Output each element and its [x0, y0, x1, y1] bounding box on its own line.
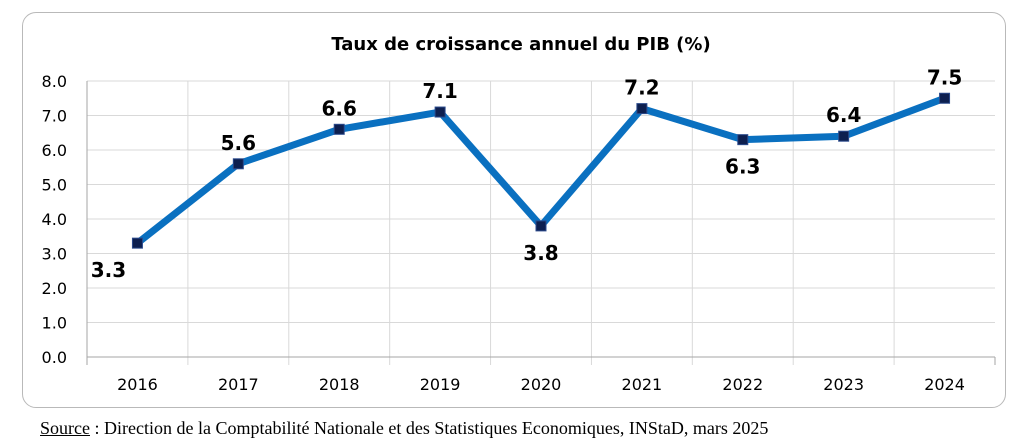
- data-marker-2020: [535, 220, 547, 232]
- chart-frame: [22, 12, 1006, 408]
- chart-title: Taux de croissance annuel du PIB (%): [331, 34, 710, 55]
- x-tick-label-2019: 2019: [420, 375, 461, 394]
- y-tick-label-8.0: 8.0: [42, 72, 67, 91]
- y-tick-label-3.0: 3.0: [42, 245, 67, 264]
- data-labels: 3.3 5.6 6.6 7.1 3.8 7.2 6.3 6.4 7.5: [91, 65, 963, 282]
- data-marker-2021: [636, 103, 648, 115]
- y-tick-label-7.0: 7.0: [42, 107, 67, 126]
- data-marker-2023: [838, 130, 850, 142]
- source-text: Direction de la Comptabilité Nationale e…: [104, 418, 769, 438]
- y-tick-label-5.0: 5.0: [42, 176, 67, 195]
- data-marker-2017: [232, 158, 244, 170]
- x-tick-label-2017: 2017: [218, 375, 259, 394]
- data-marker-2018: [333, 123, 345, 135]
- data-label-2019: 7.1: [422, 79, 457, 103]
- x-tick-label-2016: 2016: [117, 375, 158, 394]
- data-markers: [131, 92, 951, 249]
- x-tick-label-2020: 2020: [521, 375, 562, 394]
- data-marker-2024: [939, 92, 951, 104]
- x-axis-tick-labels: 2016 2017 2018 2019 2020 2021 2022 2023 2024: [117, 375, 965, 394]
- data-label-2021: 7.2: [624, 76, 659, 100]
- data-label-2018: 6.6: [322, 96, 357, 120]
- x-tick-label-2024: 2024: [924, 375, 965, 394]
- data-label-2017: 5.6: [221, 131, 256, 155]
- data-marker-2016: [131, 237, 143, 249]
- data-label-2020: 3.8: [523, 241, 558, 265]
- y-tick-label-0.0: 0.0: [42, 348, 67, 367]
- y-tick-label-1.0: 1.0: [42, 314, 67, 333]
- x-tick-label-2021: 2021: [622, 375, 663, 394]
- y-tick-label-2.0: 2.0: [42, 279, 67, 298]
- data-marker-2022: [737, 134, 749, 146]
- y-tick-label-6.0: 6.0: [42, 141, 67, 160]
- axes: [86, 81, 996, 365]
- x-tick-label-2023: 2023: [823, 375, 864, 394]
- x-tick-label-2022: 2022: [722, 375, 763, 394]
- data-marker-2019: [434, 106, 446, 118]
- source-note: Source : Direction de la Comptabilité Na…: [40, 418, 768, 439]
- data-label-2022: 6.3: [725, 155, 760, 179]
- x-tick-label-2018: 2018: [319, 375, 360, 394]
- data-label-2024: 7.5: [927, 65, 962, 89]
- y-axis-tick-labels: 0.0 1.0 2.0 3.0 4.0 5.0 6.0 7.0 8.0: [42, 72, 67, 367]
- source-separator: :: [89, 418, 104, 438]
- data-label-2023: 6.4: [826, 103, 861, 127]
- y-tick-label-4.0: 4.0: [42, 210, 67, 229]
- gridlines: [87, 80, 995, 365]
- data-label-2016: 3.3: [91, 258, 126, 282]
- source-label: Source: [40, 418, 90, 438]
